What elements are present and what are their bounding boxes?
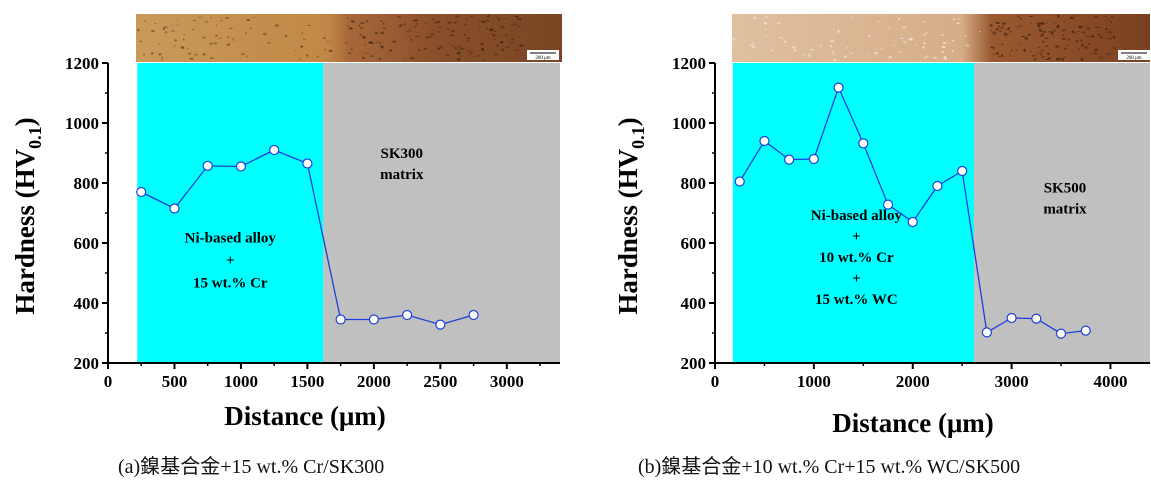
hardness-point xyxy=(833,82,844,93)
hardness-point xyxy=(169,203,180,214)
y-tick-label: 200 xyxy=(74,354,100,373)
series-a xyxy=(136,144,479,330)
matrix-label-line: SK300 xyxy=(381,146,424,162)
matrix-label-line: matrix xyxy=(380,167,424,183)
matrix-region xyxy=(323,63,560,363)
scalebar-label-a: 200 μm xyxy=(535,56,550,61)
y-tick-label: 1000 xyxy=(65,114,99,133)
coating-region xyxy=(137,63,324,363)
hardness-point xyxy=(759,135,770,147)
hardness-point xyxy=(269,144,280,156)
coating-label-line: + xyxy=(226,253,235,269)
y-tick-label: 400 xyxy=(74,294,100,313)
hardness-point xyxy=(368,314,379,325)
y-tick-label: 800 xyxy=(74,174,100,193)
hardness-point xyxy=(235,161,247,172)
x-tick-label: 1000 xyxy=(797,372,831,391)
hardness-point xyxy=(981,327,992,338)
x-tick-label: 3000 xyxy=(995,372,1029,391)
y-tick-label: 1200 xyxy=(672,54,706,73)
y-tick-label: 600 xyxy=(681,234,707,253)
x-tick-label: 2500 xyxy=(423,372,457,391)
y-tick-label: 1200 xyxy=(65,54,99,73)
micrograph-b: 200 μm xyxy=(732,14,1150,62)
hardness-point xyxy=(907,216,918,228)
hardness-point xyxy=(734,176,745,187)
axes-a: 200 400 600 800 1000 1200 0 500 1000 1500 2000 2500… xyxy=(65,54,560,391)
hardness-point xyxy=(1080,325,1091,336)
x-tick-label: 0 xyxy=(104,372,113,391)
y-tick-label: 200 xyxy=(681,354,707,373)
y-tick-label: 1000 xyxy=(672,114,706,133)
matrix-region xyxy=(974,63,1150,363)
hardness-point xyxy=(202,160,213,171)
matrix-label-line: SK500 xyxy=(1044,181,1087,197)
chart-panel-a: 200 μm Ni-based alloy +15 wt.% Cr SK300 mat… xyxy=(10,14,562,431)
x-tick-label: 3000 xyxy=(490,372,524,391)
hardness-point xyxy=(1006,312,1017,324)
coating-label-line: + xyxy=(852,229,861,245)
hardness-point xyxy=(808,153,819,165)
hardness-point xyxy=(957,165,968,177)
coating-label-line: 15 wt.% WC xyxy=(815,292,898,308)
y-axis-label-b: Hardness (HV0.1) xyxy=(613,117,648,314)
coating-label-line: + xyxy=(852,271,861,287)
coating-label-line: Ni-based alloy xyxy=(185,231,277,247)
coating-label-line: Ni-based alloy xyxy=(811,208,903,224)
x-tick-label: 2000 xyxy=(357,372,391,391)
hardness-point xyxy=(136,186,147,198)
hardness-point xyxy=(1031,313,1042,324)
hardness-point xyxy=(302,158,313,169)
hardness-point xyxy=(1055,328,1067,339)
x-axis-label-a: Distance (μm) xyxy=(224,401,386,431)
x-axis-label-b: Distance (μm) xyxy=(832,408,994,438)
hardness-point xyxy=(468,309,479,321)
regions-b: Ni-based alloy +10 wt.% Cr +15 wt.% WC SK50… xyxy=(732,63,1150,363)
coating-label-line: 15 wt.% Cr xyxy=(193,276,268,292)
micrograph-a: 200 μm xyxy=(136,14,562,62)
hardness-point xyxy=(335,314,346,325)
coating-region xyxy=(732,63,975,363)
x-tick-label: 2000 xyxy=(896,372,930,391)
axes-b: 200 400 600 800 1000 1200 0 1000 2000 3000 4000 xyxy=(672,54,1150,391)
y-tick-label: 600 xyxy=(74,234,100,253)
x-tick-label: 1500 xyxy=(290,372,324,391)
hardness-point xyxy=(784,154,795,165)
scalebar-label-b: 200 μm xyxy=(1126,56,1141,61)
coating-label-line: 10 wt.% Cr xyxy=(819,250,894,266)
hardness-point xyxy=(882,199,894,210)
series-b xyxy=(734,82,1091,339)
hardness-point xyxy=(932,180,943,192)
figure-caption-a: (a)鎳基合金+15 wt.% Cr/SK300 xyxy=(118,456,385,478)
x-tick-label: 4000 xyxy=(1093,372,1127,391)
chart-panel-b: 200 μm Ni-based alloy +10 wt.% Cr +15 wt.%… xyxy=(613,14,1150,438)
y-tick-label: 400 xyxy=(681,294,707,313)
y-axis-label-a: Hardness (HV0.1) xyxy=(10,117,45,314)
y-tick-label: 800 xyxy=(681,174,707,193)
hardness-point xyxy=(435,319,446,330)
hardness-point xyxy=(402,309,413,321)
x-tick-label: 500 xyxy=(162,372,188,391)
hardness-point xyxy=(858,138,869,149)
matrix-label-line: matrix xyxy=(1043,202,1087,218)
figure-caption-b: (b)鎳基合金+10 wt.% Cr+15 wt.% WC/SK500 xyxy=(638,456,1021,478)
x-tick-label: 0 xyxy=(711,372,720,391)
x-tick-label: 1000 xyxy=(224,372,258,391)
regions-a: Ni-based alloy +15 wt.% Cr SK300 matrix xyxy=(137,63,560,363)
